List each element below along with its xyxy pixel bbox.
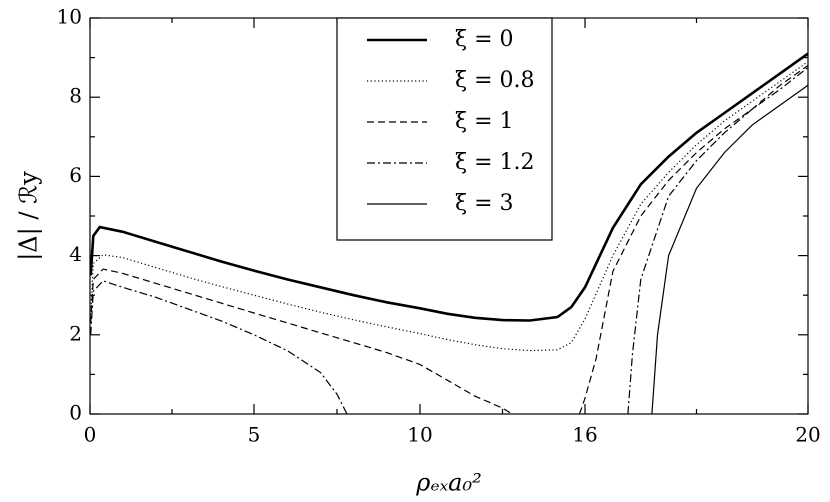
series-line <box>90 52 808 322</box>
legend-box <box>336 17 553 241</box>
series-line <box>651 84 808 414</box>
x-axis-label: ρₑₓa₀² <box>415 469 481 497</box>
y-tick-label: 4 <box>69 242 82 266</box>
x-tick-label: 0 <box>84 423 97 447</box>
series-line <box>90 67 808 414</box>
legend-label: ξ = 3 <box>455 191 514 216</box>
legend-label: ξ = 1 <box>455 109 514 134</box>
y-tick-label: 2 <box>69 321 82 345</box>
y-tick-label: 0 <box>69 401 82 425</box>
series-line <box>90 65 808 414</box>
x-tick-label: 10 <box>407 423 432 447</box>
series-line <box>90 61 808 352</box>
x-tick-label: 5 <box>248 423 261 447</box>
y-axis-label: |Δ| / ℛy <box>15 171 44 261</box>
legend-label: ξ = 0.8 <box>455 68 535 93</box>
y-tick-label: 8 <box>69 84 82 108</box>
legend-label: ξ = 0 <box>455 27 514 52</box>
legend-label: ξ = 1.2 <box>455 150 535 175</box>
x-tick-label: 16 <box>572 423 597 447</box>
y-tick-label: 6 <box>69 163 82 187</box>
y-tick-label: 10 <box>57 5 82 29</box>
x-tick-label: 20 <box>795 423 820 447</box>
